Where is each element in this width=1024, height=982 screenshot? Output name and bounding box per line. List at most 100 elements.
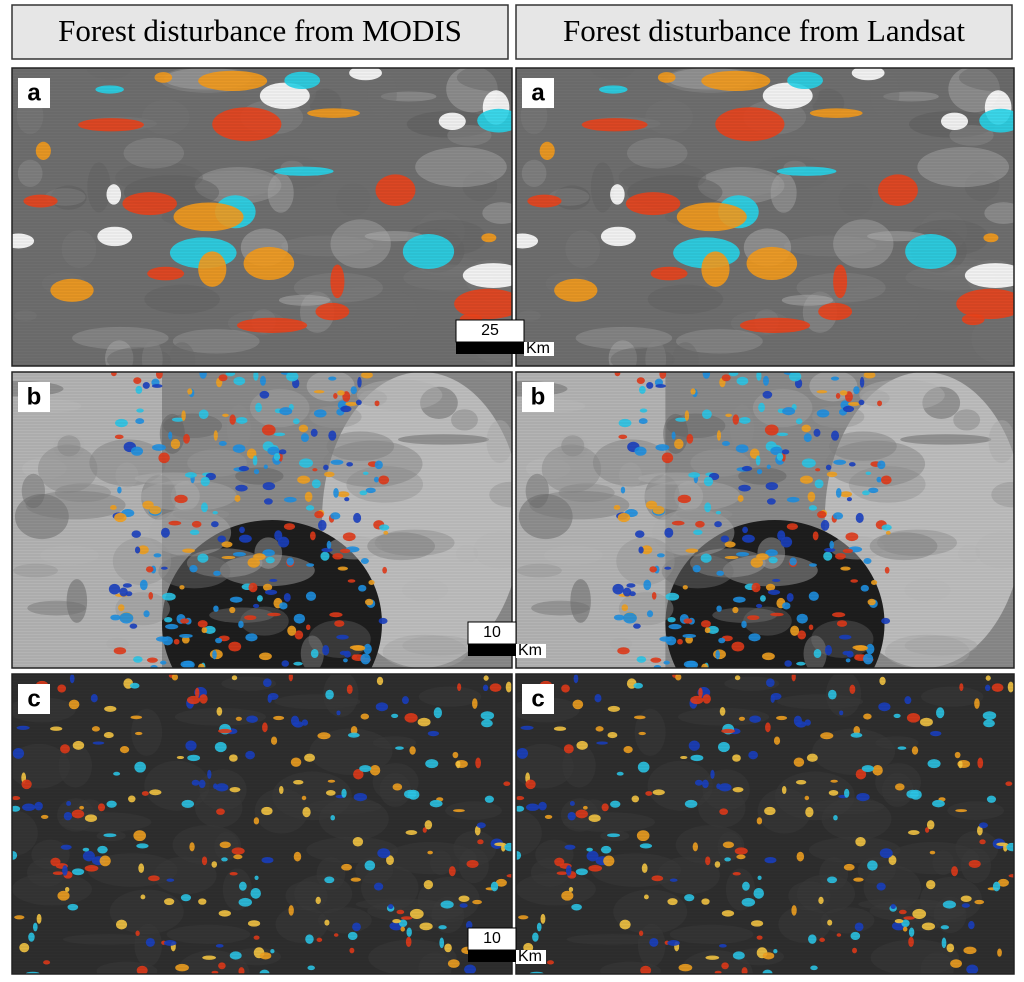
disturbance-patch [992,881,1001,892]
disturbance-patch [91,726,100,732]
disturbance-patch [904,696,912,705]
disturbance-patch [350,877,361,882]
disturbance-patch [309,531,316,541]
disturbance-patch [581,118,648,132]
disturbance-patch [843,863,855,871]
texture [58,744,93,788]
disturbance-patch [773,948,778,954]
disturbance-patch [516,233,539,249]
disturbance-patch [764,424,779,436]
panel-label-box [522,78,554,108]
texture [575,326,673,350]
disturbance-patch [378,617,388,625]
disturbance-patch [320,551,330,561]
disturbance-patch [639,843,653,849]
disturbance-patch [263,498,273,505]
disturbance-patch [766,678,775,687]
disturbance-patch [504,842,512,852]
disturbance-patch [845,532,859,542]
disturbance-patch [859,376,865,388]
disturbance-patch [315,896,321,905]
texture [920,876,982,922]
disturbance-patch [103,732,114,739]
disturbance-patch [187,388,193,395]
disturbance-patch [374,400,380,407]
disturbance-patch [427,730,440,737]
texture [645,340,667,366]
disturbance-patch [685,548,699,553]
disturbance-patch [360,713,370,720]
disturbance-patch [919,717,933,727]
disturbance-patch [301,795,307,801]
disturbance-patch [35,141,51,160]
disturbance-patch [373,882,384,891]
disturbance-patch [197,620,208,628]
disturbance-patch [236,417,248,424]
disturbance-patch [330,512,341,520]
disturbance-patch [620,486,626,494]
disturbance-patch [294,630,304,640]
disturbance-patch [99,855,111,867]
map-image [12,68,512,366]
disturbance-patch [782,602,791,610]
disturbance-patch [637,761,650,773]
disturbance-patch [766,498,776,505]
texture [781,294,834,306]
disturbance-patch [816,390,828,394]
disturbance-patch [218,441,227,447]
disturbance-patch [840,566,851,571]
disturbance-patch [43,960,51,965]
texture [367,532,435,561]
disturbance-patch [955,809,968,813]
disturbance-patch [400,926,406,932]
disturbance-patch [326,540,332,549]
disturbance-patch [252,603,260,608]
disturbance-patch [419,922,433,931]
texture [517,563,562,578]
disturbance-patch [690,754,704,762]
disturbance-patch [810,965,818,971]
disturbance-patch [373,476,380,483]
disturbance-patch [141,791,149,796]
disturbance-patch [164,898,175,906]
disturbance-patch [911,746,919,755]
disturbance-patch [325,789,336,796]
disturbance-patch [963,946,977,955]
disturbance-patch [484,795,494,803]
disturbance-patch [452,751,459,759]
disturbance-patch [634,446,647,456]
disturbance-patch [749,715,762,723]
texture [885,634,970,668]
disturbance-patch [67,903,79,911]
disturbance-patch [781,786,787,795]
disturbance-patch [765,549,778,557]
disturbance-patch [833,459,847,465]
disturbance-patch [300,433,309,443]
disturbance-patch [114,434,124,440]
disturbance-patch [357,376,362,388]
disturbance-patch [273,432,286,437]
texture [541,444,602,493]
texture [757,788,812,834]
disturbance-patch [808,505,818,511]
disturbance-patch [704,502,712,513]
disturbance-patch [239,526,245,534]
disturbance-patch [368,579,375,585]
texture [112,537,172,586]
disturbance-patch [776,452,784,461]
disturbance-patch [114,512,127,523]
disturbance-patch [872,764,883,776]
map-panel: b [11,371,513,669]
disturbance-patch [339,548,351,554]
disturbance-patch [738,484,751,492]
disturbance-patch [201,502,208,513]
texture [953,409,981,431]
disturbance-patch [211,521,219,528]
map-image [12,674,512,974]
disturbance-patch [734,675,741,681]
disturbance-patch [139,579,148,591]
disturbance-patch [130,715,143,720]
disturbance-patch [787,71,823,89]
texture [417,876,480,922]
column-header: Forest disturbance from MODIS [58,13,462,48]
